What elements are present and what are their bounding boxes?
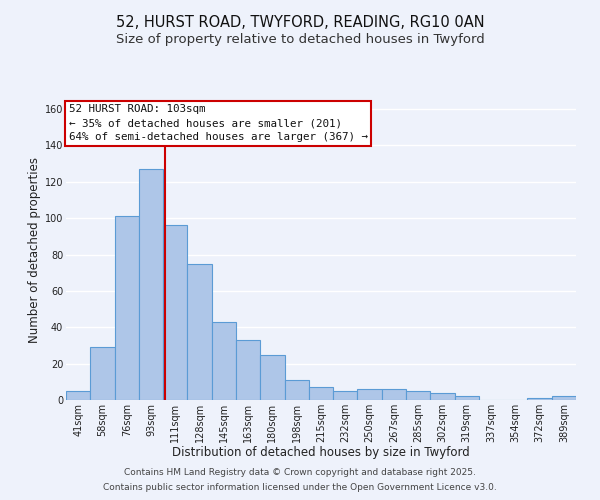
Bar bbox=[455, 396, 479, 400]
Bar bbox=[382, 389, 406, 400]
Y-axis label: Number of detached properties: Number of detached properties bbox=[28, 157, 41, 343]
Bar bbox=[90, 348, 115, 400]
Bar bbox=[115, 216, 139, 400]
Bar bbox=[309, 388, 333, 400]
Text: Size of property relative to detached houses in Twyford: Size of property relative to detached ho… bbox=[116, 32, 484, 46]
Bar bbox=[358, 389, 382, 400]
Bar bbox=[552, 396, 576, 400]
X-axis label: Distribution of detached houses by size in Twyford: Distribution of detached houses by size … bbox=[172, 446, 470, 460]
Bar bbox=[139, 169, 163, 400]
Bar bbox=[260, 354, 284, 400]
Text: 52, HURST ROAD, TWYFORD, READING, RG10 0AN: 52, HURST ROAD, TWYFORD, READING, RG10 0… bbox=[116, 15, 484, 30]
Text: Contains HM Land Registry data © Crown copyright and database right 2025.: Contains HM Land Registry data © Crown c… bbox=[124, 468, 476, 477]
Bar bbox=[527, 398, 552, 400]
Text: Contains public sector information licensed under the Open Government Licence v3: Contains public sector information licen… bbox=[103, 483, 497, 492]
Bar bbox=[187, 264, 212, 400]
Bar bbox=[212, 322, 236, 400]
Bar bbox=[284, 380, 309, 400]
Text: 52 HURST ROAD: 103sqm
← 35% of detached houses are smaller (201)
64% of semi-det: 52 HURST ROAD: 103sqm ← 35% of detached … bbox=[68, 104, 368, 142]
Bar bbox=[236, 340, 260, 400]
Bar bbox=[406, 391, 430, 400]
Bar bbox=[66, 391, 90, 400]
Bar bbox=[430, 392, 455, 400]
Bar bbox=[333, 391, 358, 400]
Bar bbox=[163, 226, 187, 400]
